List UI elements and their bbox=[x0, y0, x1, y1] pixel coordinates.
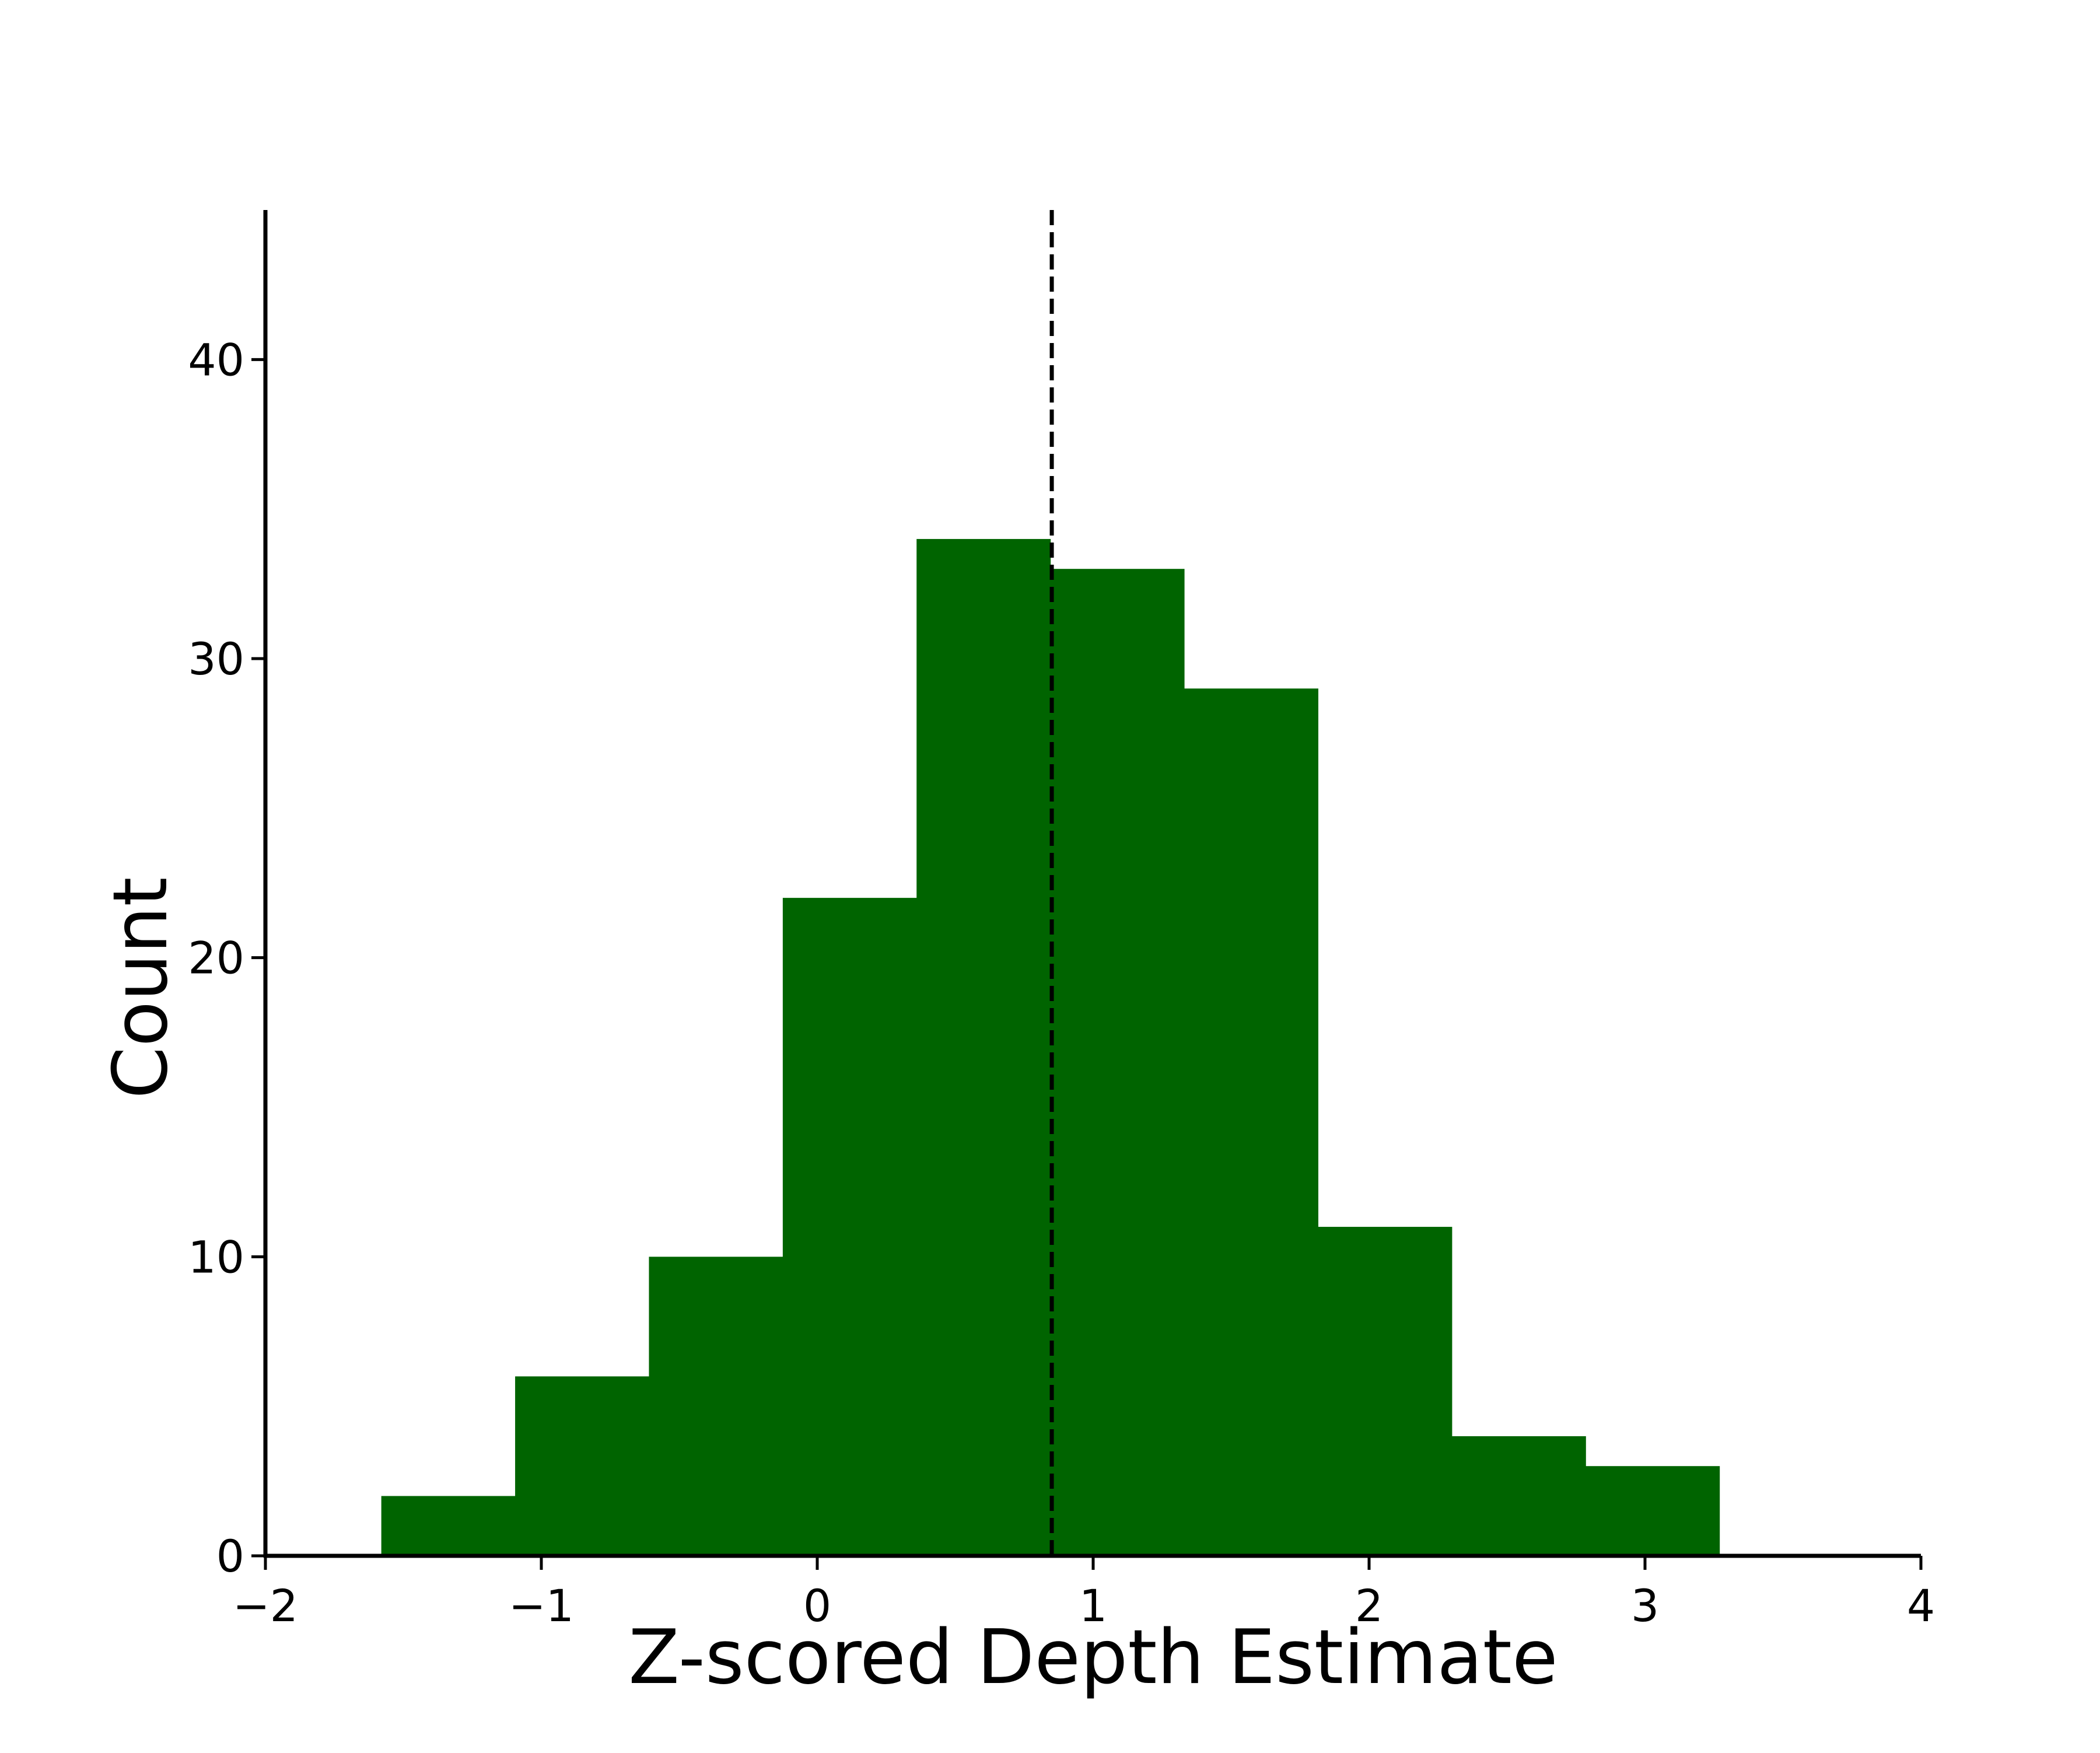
histogram-bar bbox=[1586, 1466, 1720, 1556]
histogram-bar bbox=[782, 898, 917, 1556]
x-tick-label: 2 bbox=[1355, 1580, 1383, 1632]
y-tick-label: 30 bbox=[188, 633, 244, 685]
histogram-bar bbox=[1184, 688, 1318, 1556]
y-axis-title: Count bbox=[97, 877, 184, 1098]
histogram-bar bbox=[1050, 569, 1185, 1556]
y-tick-label: 40 bbox=[188, 334, 244, 386]
x-tick-label: 4 bbox=[1907, 1580, 1935, 1632]
x-tick-label: −1 bbox=[509, 1580, 574, 1632]
y-tick-label: 10 bbox=[188, 1231, 244, 1283]
y-tick-label: 0 bbox=[216, 1530, 244, 1582]
x-tick-label: 3 bbox=[1631, 1580, 1659, 1632]
x-axis-title: Z-scored Depth Estimate bbox=[628, 1614, 1558, 1701]
bars-layer bbox=[381, 538, 1720, 1556]
histogram-bar bbox=[1318, 1227, 1452, 1556]
x-tick-label: −2 bbox=[233, 1580, 298, 1632]
histogram-bar bbox=[916, 538, 1051, 1556]
x-tick-label: 1 bbox=[1079, 1580, 1107, 1632]
histogram-bar bbox=[649, 1257, 783, 1556]
histogram-bar bbox=[1451, 1436, 1586, 1556]
y-tick-label: 20 bbox=[188, 932, 244, 984]
histogram-bar bbox=[515, 1376, 649, 1556]
x-tick-label: 0 bbox=[803, 1580, 831, 1632]
histogram-bar bbox=[381, 1496, 516, 1556]
